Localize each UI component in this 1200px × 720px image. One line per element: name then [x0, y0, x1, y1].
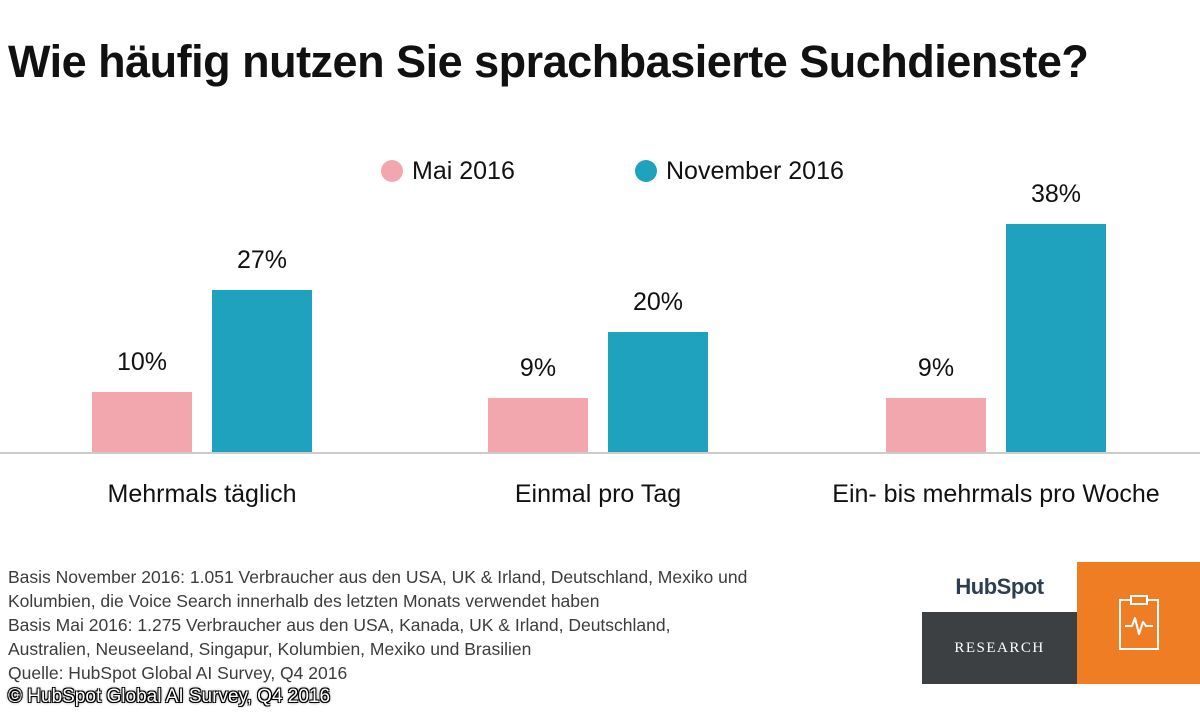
hubspot-wordmark: HubSpot — [922, 562, 1077, 612]
category-label: Mehrmals täglich — [108, 480, 297, 508]
data-label: 38% — [1031, 180, 1081, 208]
data-label: 20% — [633, 288, 683, 316]
bar-chart: Mai 2016 November 2016 10% 27% Mehrmals tägl… — [0, 157, 1200, 508]
footnotes: Basis November 2016: 1.051 Verbraucher a… — [8, 565, 908, 685]
research-icon-box — [1077, 562, 1200, 684]
hubspot-research-logo: HubSpot RESEARCH — [922, 562, 1200, 684]
clipboard-pulse-icon — [1118, 595, 1159, 650]
footnote-line: Quelle: HubSpot Global AI Survey, Q4 201… — [8, 663, 348, 683]
chart-title: Wie häufig nutzen Sie sprachbasierte Suc… — [8, 36, 1089, 87]
legend-marker — [635, 160, 657, 182]
footnote-line: Kolumbien, die Voice Search innerhalb de… — [8, 591, 600, 611]
legend-marker — [381, 160, 403, 182]
legend-label: Mai 2016 — [412, 157, 515, 185]
bar — [92, 392, 192, 452]
category-label: Ein- bis mehrmals pro Woche — [832, 480, 1159, 508]
bar — [212, 290, 312, 452]
data-label: 10% — [117, 348, 167, 376]
bar — [488, 398, 588, 452]
footnote-line: Australien, Neuseeland, Singapur, Kolumb… — [8, 639, 532, 659]
footnote-line: Basis November 2016: 1.051 Verbraucher a… — [8, 567, 748, 587]
footnote-line: Basis Mai 2016: 1.275 Verbraucher aus de… — [8, 615, 671, 635]
data-label: 9% — [520, 354, 556, 382]
data-label: 27% — [237, 246, 287, 274]
bar — [1006, 224, 1106, 452]
bar — [608, 332, 708, 452]
bar — [886, 398, 986, 452]
data-label: 9% — [918, 354, 954, 382]
category-label: Einmal pro Tag — [515, 480, 681, 508]
copyright-watermark: © HubSpot Global AI Survey, Q4 2016 — [8, 686, 331, 707]
research-label: RESEARCH — [922, 612, 1077, 684]
legend-label: November 2016 — [666, 157, 844, 185]
